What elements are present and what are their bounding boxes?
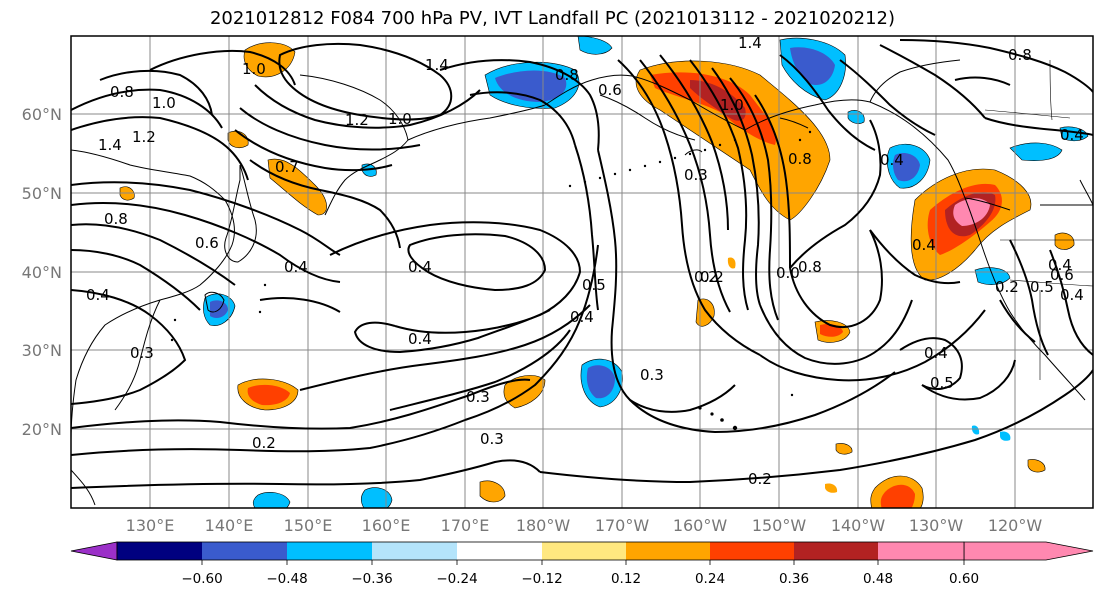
contour-label: 0.6 bbox=[1050, 266, 1074, 284]
contour-label: 0.8 bbox=[104, 210, 128, 228]
map-frame bbox=[70, 35, 1094, 509]
colorbar: −0.60 −0.48 −0.36 −0.24 −0.12 0.12 0.24 … bbox=[70, 541, 1094, 587]
island-chains bbox=[170, 130, 812, 431]
contour-label: 0.4 bbox=[86, 286, 110, 304]
contour-label: 0.3 bbox=[480, 430, 504, 448]
lon-tick-label: 160°W bbox=[673, 516, 728, 535]
contour-label: 0.8 bbox=[788, 150, 812, 168]
colorbar-tick-label: 0.36 bbox=[779, 571, 809, 587]
contour-label: 0.4 bbox=[1060, 126, 1084, 144]
lon-axis: 130°E 140°E 150°E 160°E 170°E 180°W 170°… bbox=[126, 516, 1043, 535]
contour-label-group: 1.0 0.8 1.0 1.2 1.4 1.4 1.2 1.0 0.7 0.8 … bbox=[86, 34, 1084, 488]
colorbar-segment bbox=[457, 542, 542, 560]
contour-label: 0.2 bbox=[995, 278, 1019, 296]
lon-tick-label: 130°W bbox=[909, 516, 964, 535]
contour-label: 1.2 bbox=[345, 111, 369, 129]
contour-label: 0.3 bbox=[466, 388, 490, 406]
lon-tick-label: 150°E bbox=[284, 516, 333, 535]
lon-tick-label: 180°W bbox=[516, 516, 571, 535]
contour-label: 0.5 bbox=[582, 276, 606, 294]
contour-label: 1.0 bbox=[152, 94, 176, 112]
colorbar-tick-label: −0.60 bbox=[181, 571, 222, 587]
colorbar-extend-high bbox=[963, 541, 1094, 561]
lat-tick-label: 20°N bbox=[22, 420, 62, 439]
lat-tick-label: 60°N bbox=[22, 105, 62, 124]
contour-label: 1.4 bbox=[738, 34, 762, 52]
contour-label: 0.4 bbox=[408, 330, 432, 348]
contour-label: 0.4 bbox=[912, 236, 936, 254]
contour-label: 0.0 bbox=[776, 264, 800, 282]
contour-label: 0.4 bbox=[880, 151, 904, 169]
colorbar-segment bbox=[372, 542, 457, 560]
contour-label: 0.4 bbox=[1060, 286, 1084, 304]
lon-tick-label: 170°E bbox=[441, 516, 490, 535]
lon-tick-label: 170°W bbox=[595, 516, 650, 535]
contour-label: 0.4 bbox=[924, 344, 948, 362]
lat-tick-label: 50°N bbox=[22, 184, 62, 203]
contour-label: 0.4 bbox=[408, 258, 432, 276]
colorbar-segment bbox=[710, 542, 794, 560]
contour-label: 0.6 bbox=[598, 81, 622, 99]
colorbar-tick-label: −0.24 bbox=[436, 571, 477, 587]
colorbar-segment bbox=[878, 542, 964, 560]
map-contents: 1.0 0.8 1.0 1.2 1.4 1.4 1.2 1.0 0.7 0.8 … bbox=[71, 34, 1093, 508]
pv-contours bbox=[71, 39, 1093, 489]
coastlines bbox=[71, 59, 1093, 506]
lon-tick-label: 120°W bbox=[988, 516, 1043, 535]
contour-label: 0.5 bbox=[1030, 278, 1054, 296]
lon-tick-label: 130°E bbox=[126, 516, 175, 535]
contour-label: 0.6 bbox=[195, 234, 219, 252]
contour-label: 0.5 bbox=[930, 374, 954, 392]
contour-label: 0.3 bbox=[130, 344, 154, 362]
colorbar-segment bbox=[794, 542, 878, 560]
lat-tick-label: 40°N bbox=[22, 263, 62, 282]
contour-label: 1.4 bbox=[425, 56, 449, 74]
colorbar-extend-low bbox=[70, 541, 118, 561]
contour-label: 0.8 bbox=[555, 66, 579, 84]
colorbar-tick-label: −0.36 bbox=[351, 571, 392, 587]
map-panel: 1.0 0.8 1.0 1.2 1.4 1.4 1.2 1.0 0.7 0.8 … bbox=[70, 34, 1094, 509]
colorbar-segment bbox=[117, 542, 202, 560]
colorbar-segment bbox=[287, 542, 372, 560]
colorbar-segment bbox=[542, 542, 626, 560]
map-gridlines bbox=[71, 36, 1093, 508]
map-title: 2021012812 F084 700 hPa PV, IVT Landfall… bbox=[209, 8, 896, 29]
lat-tick-label: 30°N bbox=[22, 341, 62, 360]
lon-tick-label: 150°W bbox=[752, 516, 807, 535]
contour-label: 0.3 bbox=[684, 166, 708, 184]
contour-label: 1.0 bbox=[720, 96, 744, 114]
contour-label: 1.4 bbox=[98, 136, 122, 154]
contour-label: 0.3 bbox=[640, 366, 664, 384]
contour-label: 1.2 bbox=[132, 128, 156, 146]
contour-label: 0.4 bbox=[284, 258, 308, 276]
colorbar-tick-label: −0.48 bbox=[266, 571, 307, 587]
contour-label: 1.0 bbox=[388, 110, 412, 128]
lat-axis: 60°N 50°N 40°N 30°N 20°N bbox=[22, 105, 62, 439]
contour-label: 0.2 bbox=[694, 268, 718, 286]
contour-label: 0.4 bbox=[1048, 256, 1072, 274]
colorbar-segment bbox=[202, 542, 287, 560]
contour-label: 0.8 bbox=[798, 258, 822, 276]
lon-tick-label: 140°W bbox=[831, 516, 886, 535]
contour-label: 0.2 bbox=[252, 434, 276, 452]
contour-label: 0.8 bbox=[1008, 46, 1032, 64]
colorbar-tick-label: 0.24 bbox=[695, 571, 725, 587]
contour-label: 0.4 bbox=[570, 308, 594, 326]
contour-label: 0.7 bbox=[275, 158, 299, 176]
colorbar-tick-label: −0.12 bbox=[521, 571, 562, 587]
lon-tick-label: 140°E bbox=[205, 516, 254, 535]
colorbar-tick-label: 0.48 bbox=[863, 571, 893, 587]
colorbar-ticks bbox=[201, 560, 965, 565]
lon-tick-label: 160°E bbox=[362, 516, 411, 535]
colorbar-tick-label: 0.12 bbox=[611, 571, 641, 587]
colorbar-outline bbox=[116, 541, 965, 561]
contour-label: 0.8 bbox=[110, 83, 134, 101]
colorbar-segment bbox=[626, 542, 710, 560]
contour-label: 1.0 bbox=[242, 60, 266, 78]
colorbar-tick-label: 0.60 bbox=[949, 571, 979, 587]
contour-label: 0.2 bbox=[748, 470, 772, 488]
contour-label: 0.2 bbox=[700, 268, 724, 286]
